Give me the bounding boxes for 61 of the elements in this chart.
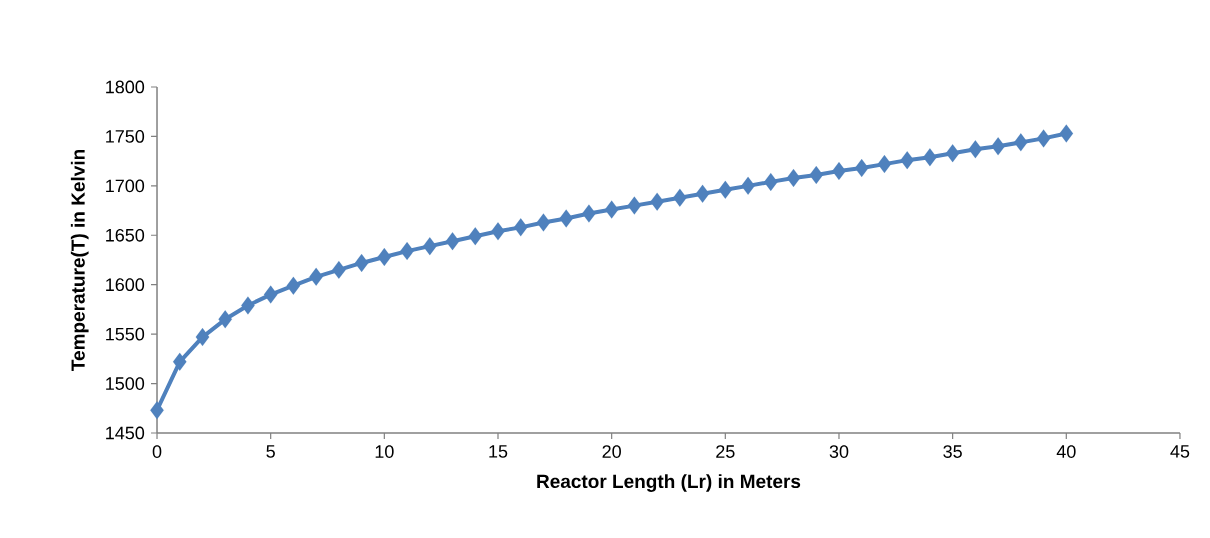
- point: [854, 158, 869, 178]
- y-tick-label: 1450: [106, 426, 145, 440]
- point: [286, 276, 301, 295]
- point: [400, 242, 414, 261]
- point: [491, 222, 505, 241]
- point: [650, 192, 664, 211]
- point: [332, 260, 346, 279]
- x-axis-title: Reactor Length (Lr) in Meters: [537, 474, 801, 492]
- point: [968, 140, 983, 159]
- point: [150, 401, 164, 420]
- point: [468, 227, 483, 246]
- point: [559, 209, 573, 228]
- x-tick-label: 40: [1056, 445, 1076, 458]
- point: [582, 204, 596, 223]
- point: [1014, 133, 1028, 152]
- y-tick-label: 1800: [106, 80, 145, 94]
- point: [786, 168, 801, 187]
- x-tick-label: 30: [829, 445, 849, 458]
- point: [1059, 124, 1074, 143]
- point: [241, 296, 255, 315]
- point: [627, 196, 642, 215]
- point: [695, 184, 710, 203]
- point: [195, 328, 210, 347]
- point: [263, 285, 278, 304]
- y-tick-label: 1700: [106, 179, 145, 193]
- x-tick-label: 0: [152, 445, 162, 458]
- x-tick-label: 5: [266, 445, 275, 458]
- point: [991, 137, 1005, 156]
- y-tick-label: 1600: [106, 278, 145, 292]
- point: [718, 180, 733, 199]
- y-tick-label: 1500: [106, 377, 145, 390]
- x-tick-label: 20: [602, 445, 621, 458]
- x-tick-label: 15: [489, 445, 508, 458]
- point: [923, 148, 937, 167]
- y-tick-label: 1550: [106, 327, 145, 341]
- point: [763, 172, 778, 191]
- point: [900, 151, 914, 170]
- point: [809, 165, 824, 185]
- point: [1036, 129, 1051, 148]
- point: [741, 176, 755, 195]
- y-tick-label: 1650: [106, 228, 145, 242]
- point: [354, 253, 369, 273]
- x-tick-label: 25: [716, 445, 735, 458]
- point: [172, 352, 187, 371]
- point: [673, 188, 687, 207]
- point: [445, 232, 460, 251]
- x-tick-label: 10: [375, 445, 394, 458]
- point: [218, 310, 233, 329]
- x-tick-label: 35: [943, 445, 962, 458]
- point: [513, 218, 528, 237]
- point: [604, 200, 619, 219]
- x-tick-label: 45: [1170, 445, 1190, 458]
- point: [832, 161, 846, 181]
- point: [377, 247, 392, 267]
- y-tick-label: 1750: [106, 130, 145, 143]
- point: [309, 267, 323, 286]
- point: [945, 144, 960, 163]
- y-axis-title: Temperature(T) in Kelvin: [70, 149, 89, 371]
- point: [536, 213, 551, 232]
- point: [877, 155, 892, 174]
- point: [422, 237, 437, 256]
